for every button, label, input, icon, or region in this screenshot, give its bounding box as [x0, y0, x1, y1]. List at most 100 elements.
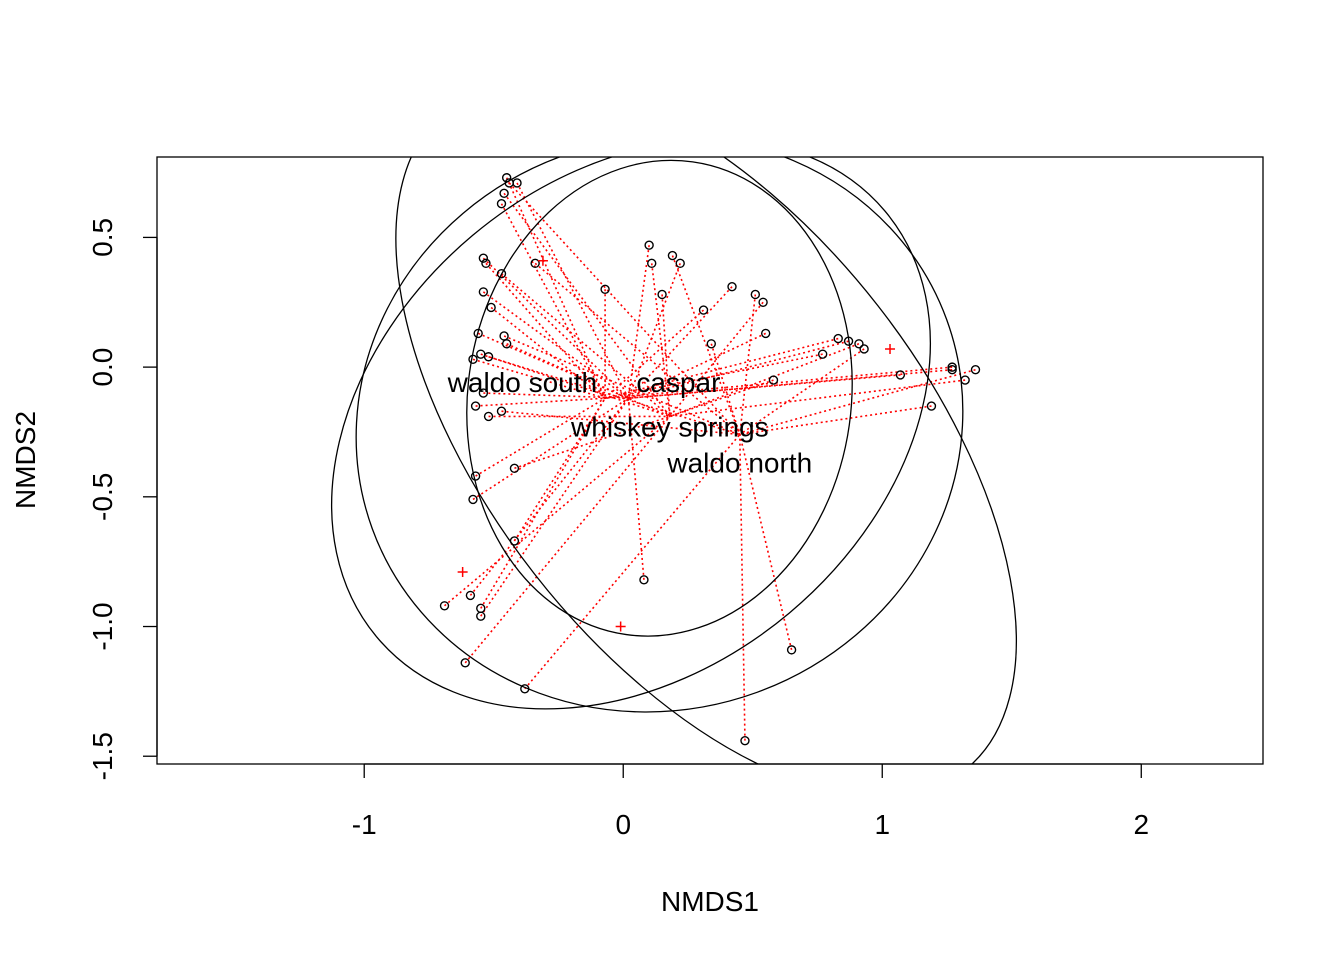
- site-point: [501, 173, 512, 183]
- site-point: [504, 178, 514, 188]
- site-point: [468, 494, 478, 505]
- species-marker: [537, 255, 548, 266]
- site-point: [639, 575, 649, 585]
- site-point: [600, 284, 610, 294]
- site-point: [859, 344, 869, 354]
- group-ellipses: [331, 157, 1017, 764]
- spider-line: [469, 397, 630, 596]
- site-point: [499, 188, 509, 199]
- spider-line: [669, 379, 774, 418]
- site-point: [647, 258, 657, 269]
- site-point: [817, 349, 828, 359]
- spider-line: [604, 337, 839, 400]
- spider-line: [628, 332, 767, 399]
- group-label: waldo north: [666, 448, 812, 479]
- ellipse-waldo-south: [355, 157, 964, 713]
- group-label: waldo south: [447, 367, 597, 398]
- spider-line: [516, 182, 630, 399]
- species-marker: [615, 621, 626, 632]
- site-point: [483, 352, 494, 362]
- x-tick-label: 0: [615, 809, 631, 840]
- site-point: [496, 198, 507, 209]
- site-point: [760, 328, 771, 339]
- site-point: [786, 645, 797, 655]
- species-markers: [457, 255, 896, 632]
- site-point: [768, 375, 779, 385]
- spider-line: [604, 353, 823, 400]
- site-point: [465, 590, 476, 601]
- spider-line: [480, 353, 671, 418]
- site-point: [481, 258, 491, 269]
- spider-line: [739, 434, 793, 651]
- spider-line: [506, 343, 629, 399]
- site-point: [698, 305, 709, 315]
- x-tick-label: 1: [874, 809, 890, 840]
- group-label: caspar: [636, 367, 720, 398]
- spider-line: [739, 368, 976, 436]
- site-point: [478, 287, 489, 297]
- y-tick-label: -0.5: [87, 473, 118, 521]
- spider-line: [627, 286, 733, 399]
- site-point: [895, 370, 906, 380]
- site-points: [439, 173, 981, 746]
- site-point: [833, 333, 843, 344]
- site-point: [970, 365, 981, 375]
- site-point: [478, 253, 489, 263]
- y-axis-label: NMDS2: [10, 411, 41, 509]
- spider-line: [475, 397, 606, 407]
- site-point: [657, 289, 667, 300]
- spider-line: [480, 397, 606, 609]
- spider-line: [739, 405, 932, 436]
- ellipse-caspar: [466, 159, 853, 637]
- site-point: [675, 258, 685, 269]
- site-point: [478, 388, 489, 398]
- spider-line: [513, 397, 606, 542]
- spider-lines: [443, 177, 976, 741]
- site-point: [947, 362, 957, 372]
- spider-line: [483, 392, 629, 400]
- spider-line: [671, 255, 741, 435]
- spider-line: [472, 397, 629, 501]
- site-point: [926, 401, 937, 411]
- site-point: [509, 463, 520, 473]
- spider-line: [500, 203, 606, 399]
- spider-line: [627, 245, 650, 399]
- site-point: [727, 282, 737, 292]
- spider-line: [464, 415, 671, 664]
- site-point: [740, 735, 750, 746]
- spider-line: [505, 177, 606, 399]
- site-point: [439, 601, 450, 611]
- y-tick-label: -1.5: [87, 732, 118, 780]
- spider-line: [488, 355, 741, 436]
- site-point: [509, 536, 520, 546]
- site-point: [947, 365, 957, 375]
- y-tick-label: 0.5: [87, 218, 118, 257]
- site-point: [644, 240, 654, 250]
- spider-line: [604, 309, 705, 399]
- spider-line: [661, 294, 671, 417]
- spider-line: [738, 434, 746, 741]
- spider-line: [534, 262, 741, 436]
- spider-line: [738, 294, 757, 435]
- x-tick-label: -1: [352, 809, 377, 840]
- site-point: [460, 658, 470, 668]
- site-point: [470, 401, 481, 411]
- site-point: [473, 328, 483, 339]
- spider-line: [500, 273, 671, 418]
- site-point: [758, 297, 768, 307]
- spider-line: [710, 343, 741, 435]
- site-point: [854, 339, 864, 349]
- x-axis: -1 0 1 2: [352, 763, 1149, 840]
- y-tick-label: -1.0: [87, 602, 118, 650]
- spider-line: [627, 398, 645, 580]
- y-tick-label: 0.0: [87, 348, 118, 387]
- site-point: [520, 684, 530, 694]
- spider-line: [482, 257, 629, 399]
- species-marker: [885, 343, 896, 354]
- site-point: [486, 302, 496, 313]
- spider-line: [627, 263, 681, 399]
- site-point: [501, 339, 512, 349]
- site-point: [750, 289, 761, 300]
- site-point: [496, 406, 507, 416]
